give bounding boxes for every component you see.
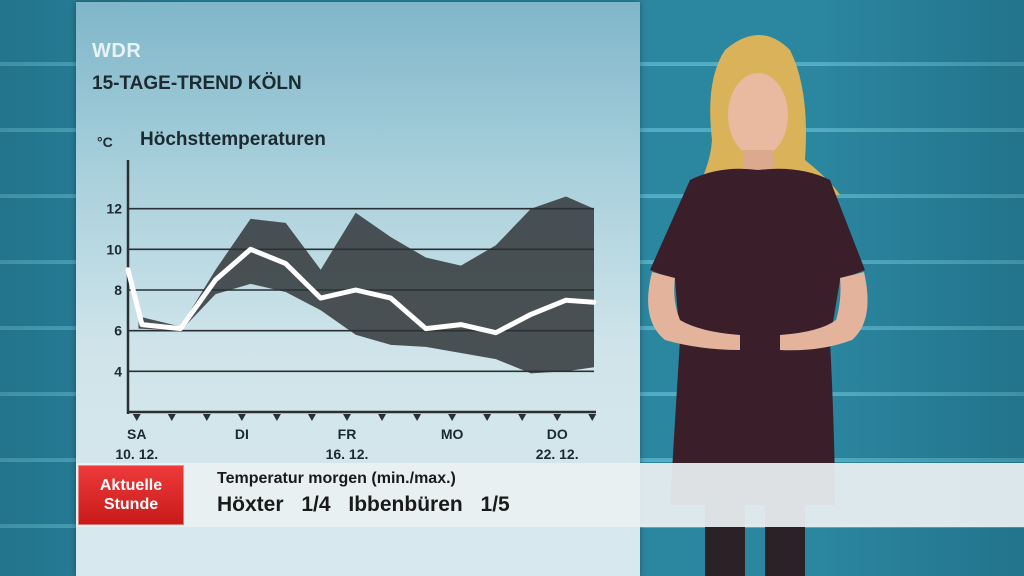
data-point: [494, 331, 498, 335]
x-tick-label: SA: [127, 426, 146, 442]
data-point: [319, 296, 323, 300]
x-tick-label: MO: [441, 426, 464, 442]
data-point: [284, 262, 288, 266]
x-tick-label: DI: [235, 426, 249, 442]
x-tick-mark: [588, 414, 597, 421]
presenter-dress: [650, 168, 865, 505]
logo-line-1: Aktuelle: [99, 477, 163, 494]
y-axis-unit: °C: [97, 134, 113, 150]
info-value: Höxter 1/4 Ibbenbüren 1/5: [217, 493, 510, 516]
presenter-face: [728, 73, 788, 157]
x-tick-mark: [553, 414, 562, 421]
y-tick-label: 6: [114, 323, 122, 339]
data-point: [214, 278, 218, 282]
channel-logo: WDR: [92, 40, 142, 62]
data-point: [249, 247, 253, 251]
forecast-range-band: [138, 196, 594, 374]
x-tick-mark: [342, 414, 351, 421]
x-tick-mark: [202, 414, 211, 421]
lower-strip: [76, 527, 640, 576]
y-tick-label: 12: [106, 201, 122, 217]
x-tick-mark: [167, 414, 176, 421]
data-point: [592, 300, 596, 304]
x-tick-mark: [237, 414, 246, 421]
y-tick-label: 8: [114, 282, 122, 298]
x-tick-mark: [448, 414, 457, 421]
x-tick-mark: [518, 414, 527, 421]
data-point: [389, 296, 393, 300]
y-tick-label: 10: [106, 241, 122, 257]
aktuelle-stunde-logo: Aktuelle Stunde: [78, 465, 184, 525]
x-tick-label: DO: [547, 426, 568, 442]
y-tick-label: 4: [114, 363, 122, 379]
data-point: [424, 327, 428, 331]
data-point: [354, 288, 358, 292]
data-point: [179, 327, 183, 331]
logo-line-2: Stunde: [103, 496, 159, 513]
data-point: [459, 323, 463, 327]
x-tick-label: FR: [338, 426, 357, 442]
chart-title: Höchsttemperaturen: [140, 129, 326, 150]
x-tick-mark: [413, 414, 422, 421]
info-label: Temperatur morgen (min./max.): [217, 470, 456, 487]
x-tick-mark: [483, 414, 492, 421]
data-point: [126, 268, 130, 272]
x-tick-date-label: 22. 12.: [536, 446, 579, 462]
x-tick-mark: [307, 414, 316, 421]
x-tick-mark: [272, 414, 281, 421]
x-tick-mark: [132, 414, 141, 421]
data-point: [564, 298, 568, 302]
x-tick-date-label: 16. 12.: [326, 446, 369, 462]
presenter: [648, 35, 868, 576]
data-point: [529, 312, 533, 316]
lower-third: [76, 463, 1024, 527]
data-point: [140, 323, 144, 327]
x-tick-mark: [378, 414, 387, 421]
x-tick-date-label: 10. 12.: [115, 446, 158, 462]
board-title: 15-TAGE-TREND KÖLN: [92, 73, 302, 94]
